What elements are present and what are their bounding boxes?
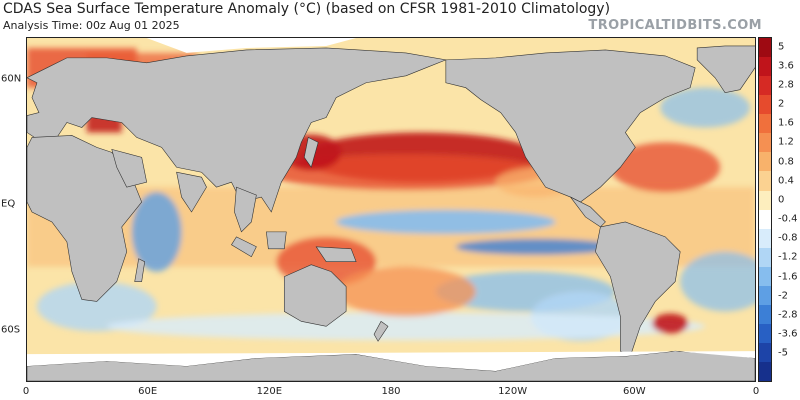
land-borneo xyxy=(266,231,287,250)
color-scale-tick-label: 0 xyxy=(778,194,785,206)
color-scale-swatch xyxy=(759,323,771,343)
warm-labrador xyxy=(660,87,751,128)
map-title: CDAS Sea Surface Temperature Anomaly (°C… xyxy=(3,1,611,17)
sea-ice-antarctic xyxy=(27,351,755,372)
land-sumatra xyxy=(231,236,257,258)
color-scale-tick-label: 5 xyxy=(778,41,785,53)
cool-southern-ocean xyxy=(106,312,706,341)
color-scale-swatch xyxy=(759,266,771,286)
land-india xyxy=(176,171,207,213)
land-indochina xyxy=(234,186,257,233)
color-scale-swatch xyxy=(759,209,771,229)
color-scale-swatch xyxy=(759,152,771,172)
warm-brazil-malvinas xyxy=(652,313,689,334)
color-scale-swatch xyxy=(759,285,771,305)
y-tick-label: 60S xyxy=(1,324,21,336)
color-scale-tick-label: -2 xyxy=(778,290,788,302)
land-new-zealand xyxy=(373,320,389,342)
color-scale-swatch xyxy=(759,95,771,115)
land-madagascar xyxy=(134,258,146,282)
color-scale-tick-label: -3.6 xyxy=(778,328,798,340)
sea-ice-arctic xyxy=(146,38,357,53)
color-scale-swatch xyxy=(759,190,771,210)
land-north-america xyxy=(445,49,696,203)
color-scale-tick-label: -2.8 xyxy=(778,309,798,321)
color-scale-bar xyxy=(758,37,772,382)
color-scale-tick-label: 0.8 xyxy=(778,156,794,168)
x-tick-label: 120W xyxy=(498,386,528,397)
color-scale-swatch xyxy=(759,343,771,363)
color-scale-swatch xyxy=(759,247,771,267)
color-scale-tick-label: 3.6 xyxy=(778,60,794,72)
color-scale-swatch xyxy=(759,304,771,324)
land-greenland xyxy=(696,45,755,94)
x-tick-label: 120E xyxy=(256,386,283,397)
land-arabia xyxy=(111,148,148,188)
land-australia xyxy=(283,264,347,327)
x-tick-label: 0 xyxy=(752,386,760,397)
warm-south-pacific xyxy=(336,266,476,317)
color-scale-tick-label: -0.4 xyxy=(778,213,798,225)
land-central-america xyxy=(570,196,606,228)
color-scale-tick-label: 2.8 xyxy=(778,79,794,91)
color-scale-swatch xyxy=(759,133,771,153)
sst-anomaly-map xyxy=(26,37,756,382)
warm-gulf-stream xyxy=(610,142,721,193)
color-scale-tick-label: -5 xyxy=(778,347,788,359)
color-scale-swatch xyxy=(759,362,771,381)
cool-south-atlantic xyxy=(680,251,755,312)
color-scale-swatch xyxy=(759,228,771,248)
color-scale-tick-label: -0.8 xyxy=(778,232,798,244)
analysis-time: Analysis Time: 00z Aug 01 2025 xyxy=(3,19,180,32)
color-scale-swatch xyxy=(759,114,771,134)
color-scale-tick-label: 1.2 xyxy=(778,136,794,148)
x-tick-label: 0 xyxy=(22,386,30,397)
color-scale-tick-label: -1.6 xyxy=(778,271,798,283)
warm-north-pacific-2 xyxy=(266,154,546,191)
cool-south-indian xyxy=(36,281,157,332)
color-scale-swatch xyxy=(759,57,771,77)
land-africa xyxy=(27,135,143,302)
color-scale-tick-label: -1.2 xyxy=(778,251,798,263)
x-tick-label: 180 xyxy=(381,386,401,397)
y-tick-label: EQ xyxy=(1,198,16,210)
land-japan xyxy=(303,136,319,168)
map-canvas xyxy=(27,38,755,381)
x-tick-label: 60E xyxy=(138,386,158,397)
color-scale-swatch xyxy=(759,171,771,191)
x-tick-label: 60W xyxy=(623,386,646,397)
site-watermark: TROPICALTIDBITS.COM xyxy=(588,18,762,33)
color-scale-tick-label: 1.6 xyxy=(778,117,794,129)
cool-north-pacific-band xyxy=(336,209,556,234)
land-new-guinea xyxy=(315,246,357,262)
cool-central-pacific-eq xyxy=(455,238,616,255)
color-scale-tick-label: 0.4 xyxy=(778,175,794,187)
color-scale-tick-label: 2 xyxy=(778,98,785,110)
color-scale-swatch xyxy=(759,38,771,58)
land xyxy=(27,45,755,381)
sea-ice xyxy=(27,38,755,372)
y-tick-label: 60N xyxy=(1,73,22,85)
color-scale-swatch xyxy=(759,76,771,96)
land-south-america xyxy=(595,221,681,357)
cool-west-indian xyxy=(131,192,182,272)
